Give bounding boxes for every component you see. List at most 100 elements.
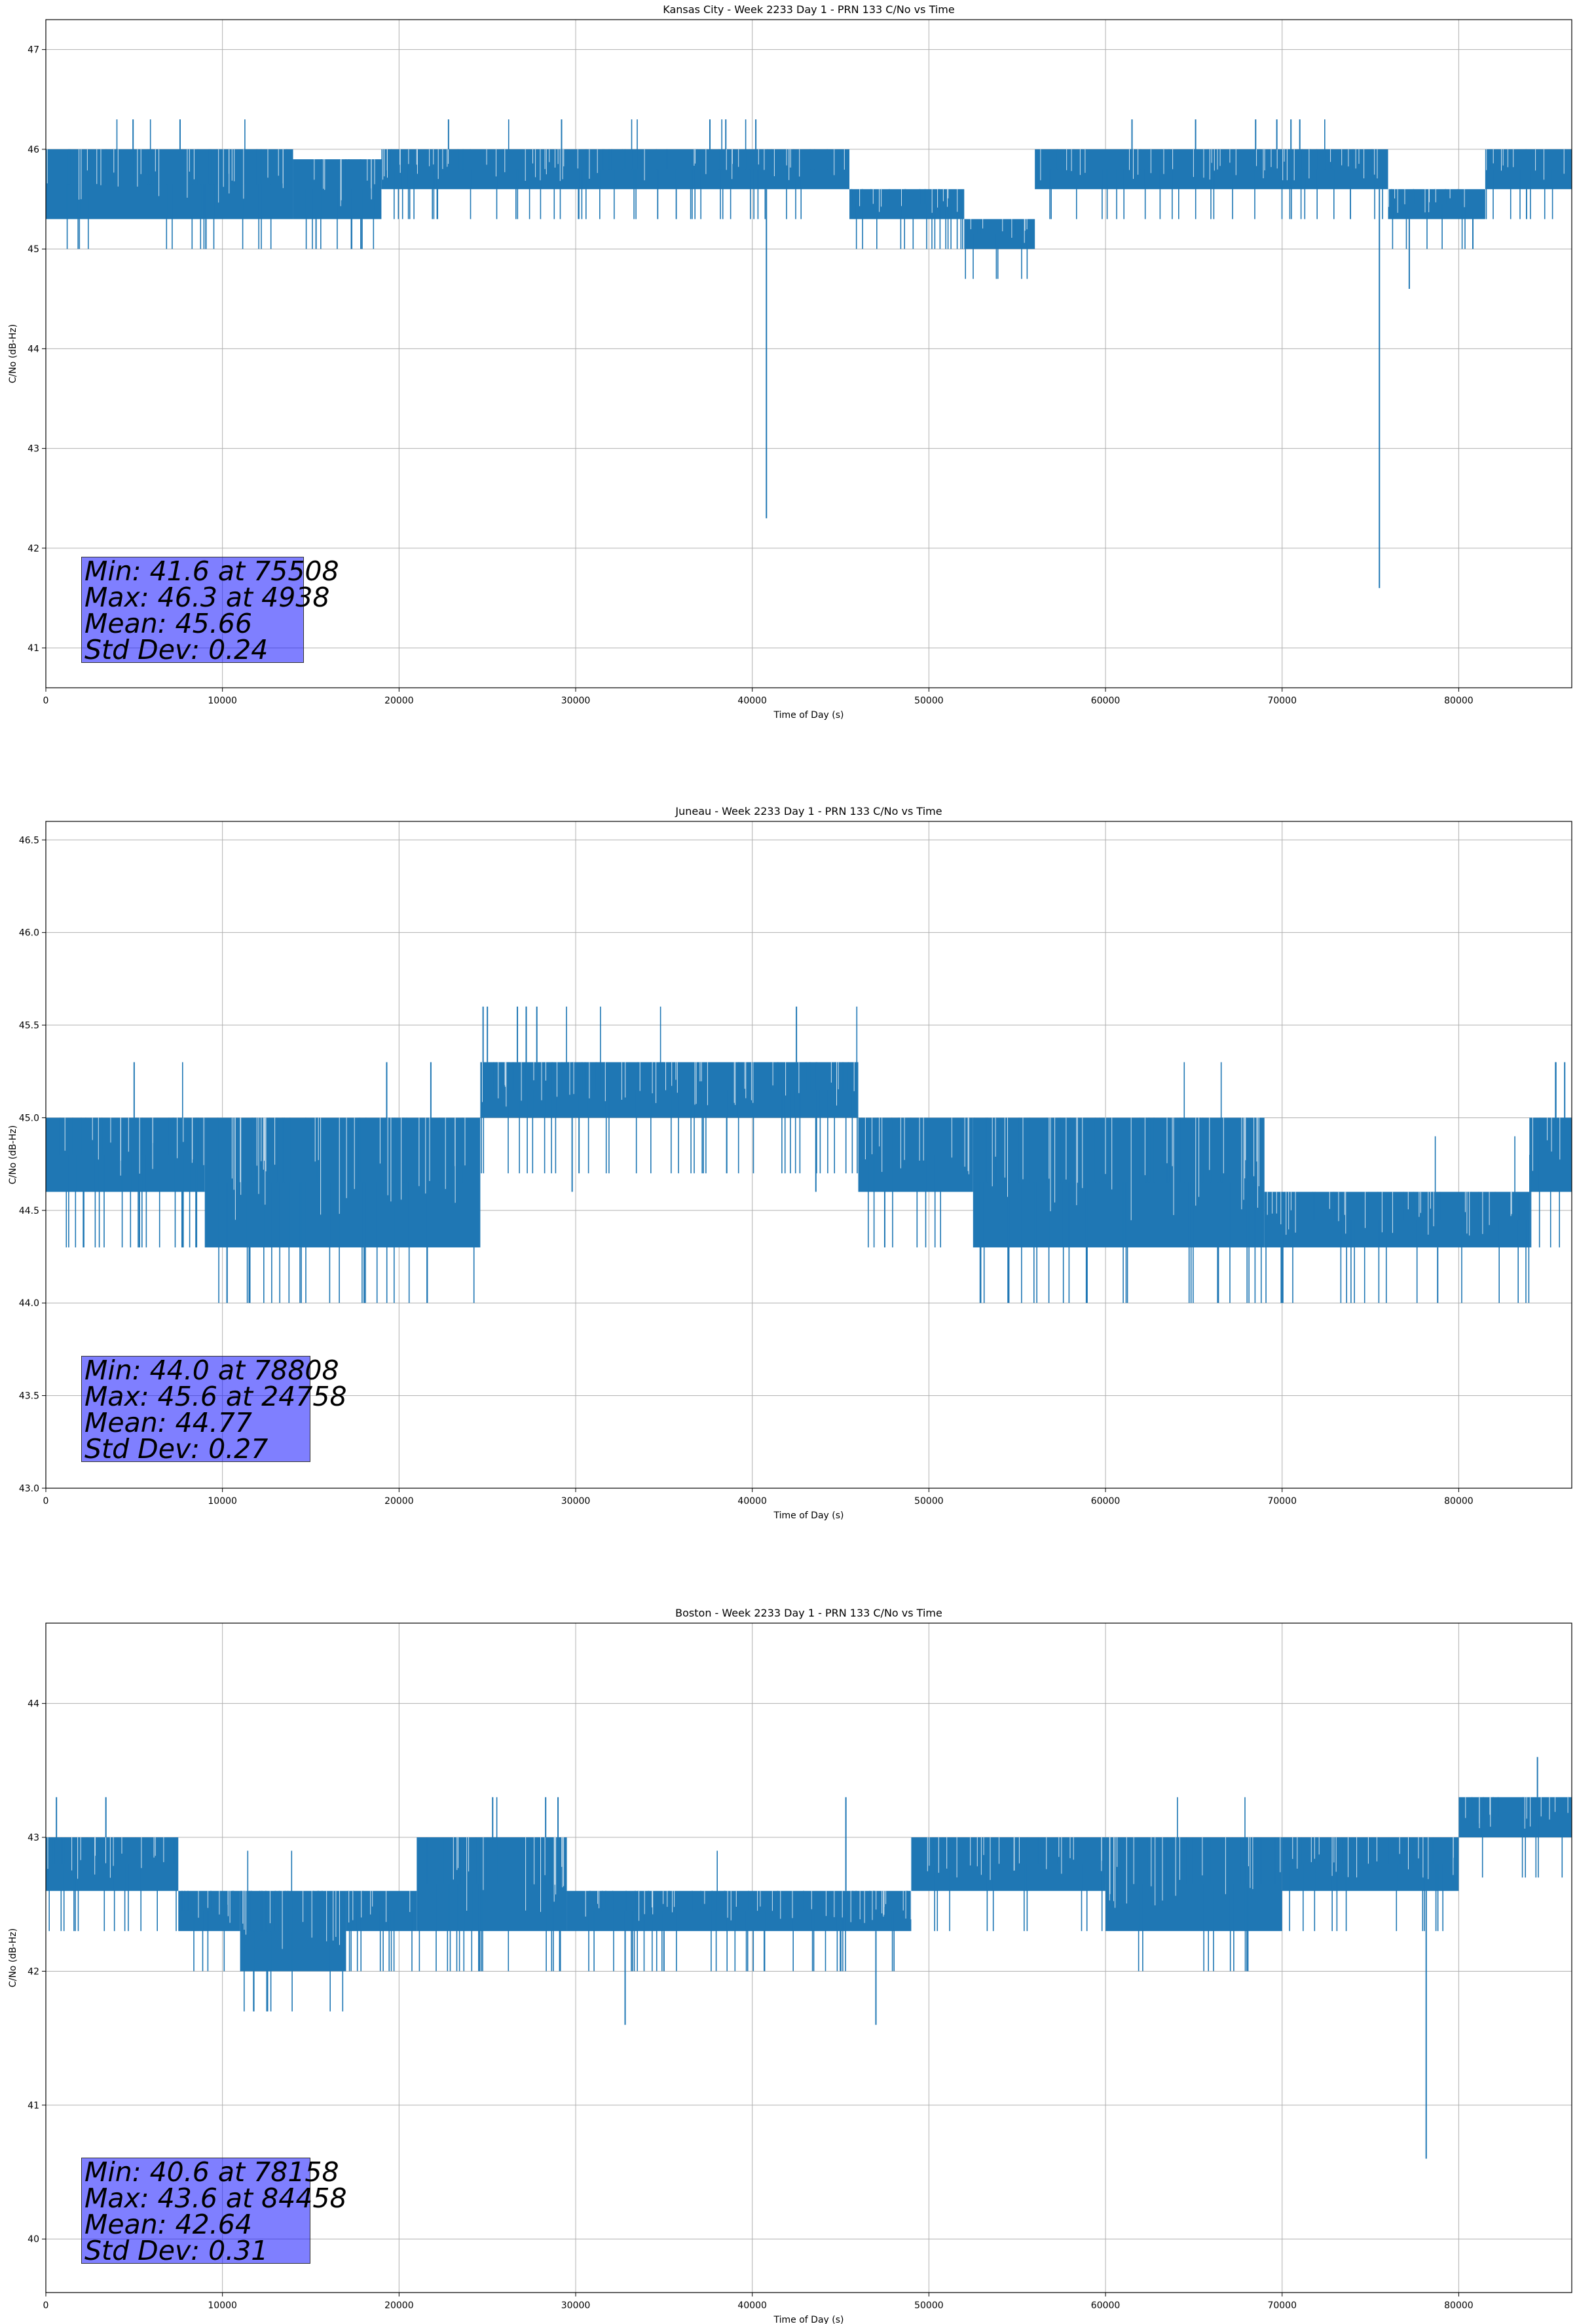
data-band: [381, 149, 850, 189]
data-gaps: [453, 1837, 565, 1912]
x-axis-label: Time of Day (s): [773, 710, 844, 721]
stats-line: Max: 43.6 at 84458: [84, 2183, 347, 2214]
data-noise: [1391, 189, 1466, 250]
data-gaps: [198, 1890, 231, 1923]
x-tick-label: 60000: [1091, 2300, 1121, 2311]
x-tick-label: 40000: [737, 696, 767, 706]
data-noise: [348, 1890, 413, 1972]
x-tick-label: 20000: [384, 696, 414, 706]
y-tick-label: 44.5: [19, 1206, 39, 1216]
chart-title: Kansas City - Week 2233 Day 1 - PRN 133 …: [663, 3, 954, 16]
y-axis-label: C/No (dB-Hz): [8, 1928, 18, 1987]
stats-line: Max: 46.3 at 4938: [84, 582, 330, 613]
stats-line: Std Dev: 0.27: [84, 1433, 269, 1465]
y-tick-label: 45: [28, 244, 39, 255]
data-noise: [974, 1062, 1262, 1303]
data-gaps: [1267, 1191, 1512, 1236]
x-tick-label: 0: [43, 2300, 49, 2311]
data-gaps: [231, 1117, 466, 1220]
stats-line: Std Dev: 0.24: [84, 634, 269, 665]
axes-frame: [45, 19, 1572, 688]
y-tick-label: 42: [28, 544, 39, 554]
chart-0: Kansas City - Week 2233 Day 1 - PRN 133 …: [8, 3, 1572, 721]
data-gaps: [970, 219, 1028, 243]
data-gaps: [1388, 189, 1465, 213]
x-tick-label: 10000: [208, 1496, 237, 1507]
data-band: [346, 1890, 417, 1932]
data-band: [46, 1117, 205, 1192]
y-tick-label: 44: [28, 1699, 39, 1710]
x-tick-label: 10000: [208, 696, 237, 706]
x-tick-label: 80000: [1444, 2300, 1474, 2311]
y-tick-label: 44.0: [19, 1298, 39, 1309]
y-tick-label: 47: [28, 45, 39, 56]
data-band: [240, 1890, 346, 1972]
data-band: [566, 1890, 912, 1932]
data-band: [204, 1117, 481, 1248]
y-tick-label: 43: [28, 1833, 39, 1843]
data-band: [1105, 1837, 1282, 1932]
data-band: [1388, 189, 1485, 219]
x-tick-label: 10000: [208, 2300, 237, 2311]
data-noise: [588, 1850, 908, 1972]
x-tick-label: 20000: [384, 1496, 414, 1507]
data-gaps: [242, 1890, 340, 1949]
y-tick-label: 42: [28, 1966, 39, 1977]
data-gaps: [314, 159, 375, 206]
x-axis-label: Time of Day (s): [773, 2315, 844, 2324]
y-tick-label: 45.5: [19, 1021, 39, 1031]
chart-2: Boston - Week 2233 Day 1 - PRN 133 C/No …: [8, 1607, 1572, 2324]
x-tick-label: 70000: [1267, 696, 1297, 706]
y-tick-label: 41: [28, 643, 39, 654]
data-noise: [418, 1797, 561, 1972]
x-tick-label: 30000: [561, 696, 591, 706]
data-noise: [851, 189, 963, 250]
data-gaps: [864, 1117, 969, 1174]
x-tick-label: 80000: [1444, 1496, 1474, 1507]
data-noise: [240, 1850, 344, 2012]
data-noise: [59, 1062, 199, 1248]
x-tick-label: 60000: [1091, 696, 1121, 706]
x-tick-label: 60000: [1091, 1496, 1121, 1507]
data-noise: [48, 1837, 177, 1932]
y-tick-label: 45.0: [19, 1113, 39, 1123]
stats-line: Std Dev: 0.31: [84, 2235, 269, 2266]
stats-line: Max: 45.6 at 24758: [84, 1381, 347, 1412]
data-noise: [1289, 1837, 1443, 1932]
data-gaps: [859, 189, 958, 213]
data-gaps: [1532, 1117, 1561, 1171]
x-tick-label: 20000: [384, 2300, 414, 2311]
data-series: [46, 119, 1572, 588]
x-tick-label: 80000: [1444, 696, 1474, 706]
data-noise: [66, 119, 288, 250]
stats-line: Min: 44.0 at 78808: [84, 1355, 339, 1386]
data-band: [1458, 1797, 1572, 1838]
data-noise: [1485, 149, 1567, 219]
chart-title: Juneau - Week 2233 Day 1 - PRN 133 C/No …: [675, 805, 942, 817]
stats-box: Min: 41.6 at 75508 Max: 46.3 at 4938 Mean:…: [81, 555, 339, 665]
data-band: [964, 219, 1035, 250]
chart-1: Juneau - Week 2233 Day 1 - PRN 133 C/No …: [8, 805, 1572, 1521]
data-gaps: [348, 1890, 411, 1922]
y-tick-label: 43.0: [19, 1484, 39, 1494]
y-tick-label: 46.5: [19, 835, 39, 846]
stats-line: Min: 41.6 at 75508: [84, 555, 339, 587]
data-gaps: [482, 1062, 855, 1107]
data-gaps: [64, 1117, 204, 1176]
x-tick-label: 0: [43, 696, 49, 706]
data-band: [849, 189, 965, 219]
data-gaps: [992, 1117, 1259, 1220]
data-noise: [932, 1837, 1103, 1932]
data-gaps: [585, 1890, 912, 1923]
data-series: [46, 1757, 1572, 2159]
data-band: [417, 1837, 567, 1932]
x-tick-label: 40000: [737, 2300, 767, 2311]
data-noise: [861, 1117, 941, 1248]
axes-frame: [45, 821, 1572, 1489]
x-tick-label: 70000: [1267, 1496, 1297, 1507]
y-axis-label: C/No (dB-Hz): [8, 1125, 18, 1184]
data-gaps: [47, 1837, 164, 1879]
stats-line: Mean: 45.66: [84, 608, 252, 639]
data-gaps: [1040, 149, 1378, 181]
y-tick-label: 41: [28, 2101, 39, 2111]
